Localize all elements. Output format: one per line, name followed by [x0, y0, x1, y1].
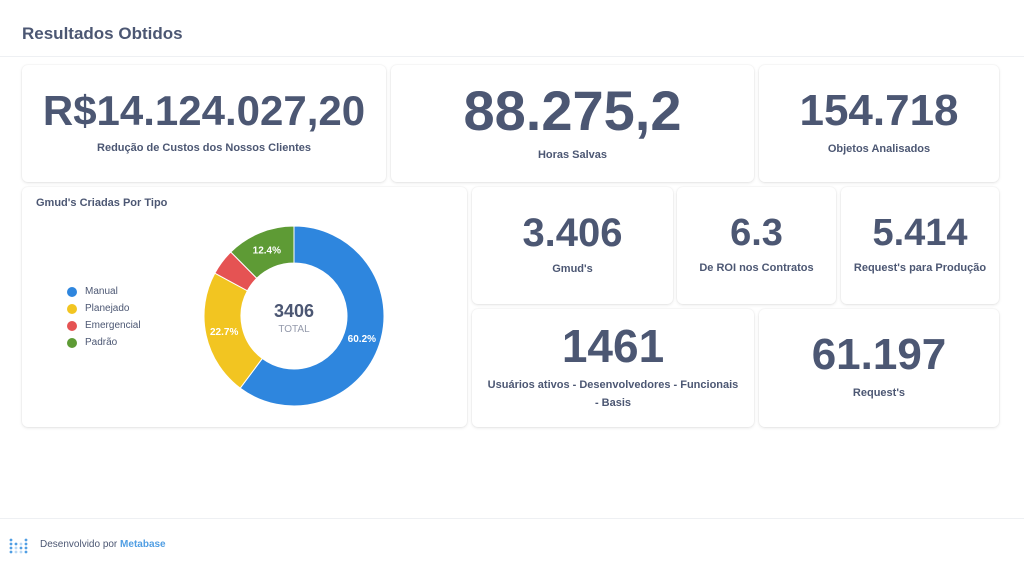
card-usuarios-ativos[interactable]: 1461 Usuários ativos - Desenvolvedores -… — [472, 309, 754, 427]
scalar-label: Redução de Custos dos Nossos Clientes — [97, 141, 311, 154]
donut-slice-label: 12.4% — [253, 245, 281, 256]
card-objetos-analisados[interactable]: 154.718 Objetos Analisados — [759, 65, 999, 182]
donut-chart: 60.2% 22.7% 12.4% 3406 TOTAL — [203, 225, 385, 407]
footer: Desenvolvido por Metabase — [0, 518, 1024, 562]
legend-swatch — [67, 286, 77, 297]
scalar-value: 154.718 — [799, 85, 959, 135]
legend-swatch — [67, 337, 77, 348]
card-reducao-custos[interactable]: R$14.124.027,20 Redução de Custos dos No… — [22, 65, 386, 182]
card-gmuds-por-tipo[interactable]: Gmud's Criadas Por Tipo Manual Planejado… — [22, 187, 467, 427]
scalar-label: De ROI nos Contratos — [699, 261, 814, 274]
legend-label: Manual — [85, 286, 118, 297]
chart-title: Gmud's Criadas Por Tipo — [36, 197, 168, 209]
legend-item-padrao[interactable]: Padrão — [67, 334, 141, 351]
legend-item-planejado[interactable]: Planejado — [67, 300, 141, 317]
scalar-label: Usuários ativos - Desenvolvedores - Func… — [487, 379, 739, 409]
card-gmuds[interactable]: 3.406 Gmud's — [472, 187, 673, 304]
scalar-value: 3.406 — [522, 210, 623, 255]
donut-total-label: TOTAL — [278, 324, 310, 335]
legend-swatch — [67, 320, 77, 331]
footer-text: Desenvolvido por Metabase — [40, 539, 166, 550]
donut-total-value: 3406 — [274, 301, 314, 321]
legend-item-manual[interactable]: Manual — [67, 283, 141, 300]
donut-slice-label: 22.7% — [210, 327, 238, 338]
scalar-value: 61.197 — [811, 330, 947, 380]
legend-swatch — [67, 303, 77, 314]
footer-label: Desenvolvido por — [40, 539, 118, 550]
donut-slice-label: 60.2% — [348, 334, 376, 345]
legend-label: Padrão — [85, 337, 118, 348]
donut-slice-padrão[interactable] — [230, 225, 295, 279]
dashboard-header: Resultados Obtidos — [0, 0, 1024, 57]
legend-item-emergencial[interactable]: Emergencial — [67, 317, 141, 334]
card-requests-producao[interactable]: 5.414 Request's para Produção — [841, 187, 999, 304]
scalar-value: 6.3 — [730, 211, 783, 254]
donut-slice-manual[interactable] — [239, 225, 385, 407]
card-requests[interactable]: 61.197 Request's — [759, 309, 999, 427]
scalar-label: Gmud's — [552, 262, 593, 275]
scalar-value: R$14.124.027,20 — [42, 86, 366, 134]
scalar-value: 5.414 — [872, 211, 968, 254]
scalar-label: Request's — [852, 387, 906, 400]
legend-label: Emergencial — [85, 320, 141, 331]
page-title: Resultados Obtidos — [22, 24, 183, 43]
scalar-label: Horas Salvas — [537, 148, 608, 161]
scalar-label: Request's para Produção — [853, 261, 987, 274]
card-roi-contratos[interactable]: 6.3 De ROI nos Contratos — [677, 187, 836, 304]
scalar-value: 1461 — [561, 320, 665, 373]
scalar-label: Objetos Analisados — [827, 142, 931, 155]
card-horas-salvas[interactable]: 88.275,2 Horas Salvas — [391, 65, 754, 182]
metabase-logo-icon[interactable] — [9, 538, 29, 554]
legend-label: Planejado — [85, 303, 130, 314]
scalar-value: 88.275,2 — [463, 78, 682, 142]
chart-legend: Manual Planejado Emergencial Padrão — [67, 283, 141, 351]
metabase-link[interactable]: Metabase — [120, 539, 166, 550]
